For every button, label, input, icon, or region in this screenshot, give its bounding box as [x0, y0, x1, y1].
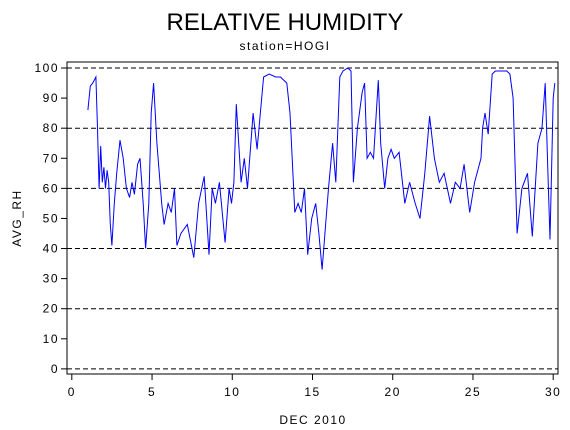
y-tick-label: 80 — [43, 121, 59, 135]
y-tick-label: 10 — [43, 332, 59, 346]
y-tick-label: 50 — [43, 211, 59, 225]
data-line — [87, 67, 556, 270]
chart-title: RELATIVE HUMIDITY — [167, 9, 404, 36]
y-axis-label: AVG_RH — [10, 189, 24, 246]
plot-frame — [66, 61, 559, 375]
y-tick-label: 60 — [43, 181, 59, 195]
x-tick-label: 25 — [465, 385, 481, 399]
y-tick-label: 0 — [51, 362, 59, 376]
x-tick-label: 10 — [224, 385, 240, 399]
y-tick-label: 100 — [34, 61, 59, 75]
x-tick-label: 0 — [68, 385, 76, 399]
y-tick-label: 20 — [43, 302, 59, 316]
x-axis-label: DEC 2010 — [279, 413, 346, 427]
y-tick-label: 40 — [43, 242, 59, 256]
y-tick-label: 30 — [43, 272, 59, 286]
x-tick-label: 30 — [545, 385, 561, 399]
y-tick-label: 90 — [43, 91, 59, 105]
x-tick-label: 20 — [385, 385, 401, 399]
x-tick-label: 15 — [304, 385, 320, 399]
x-tick-label: 5 — [148, 385, 156, 399]
y-tick-label: 70 — [43, 151, 59, 165]
chart-subtitle: station=HOGI — [239, 39, 330, 53]
